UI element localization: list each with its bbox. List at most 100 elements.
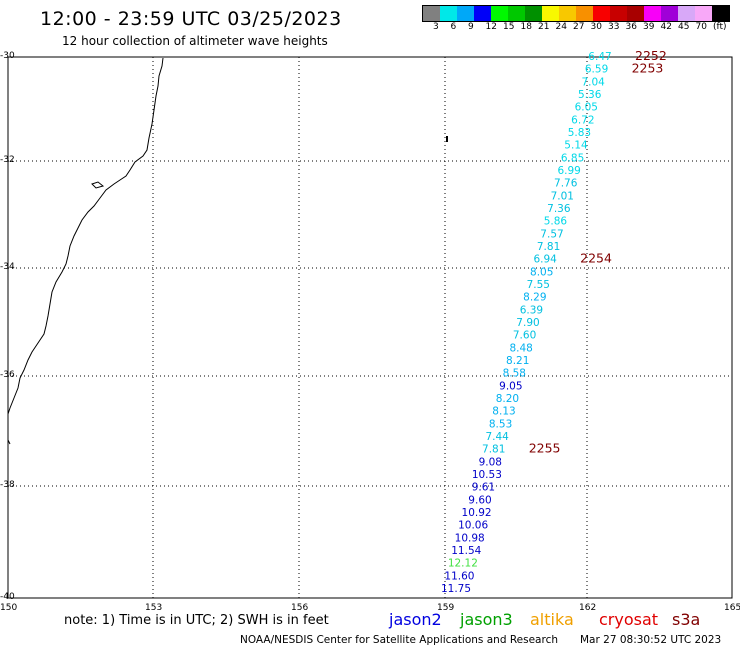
latitude-label: -32 [0,155,15,165]
wave-height-value: 6.05 [575,102,598,114]
legend-tick-label: 42 [660,22,672,32]
wave-height-value: 11.54 [451,545,481,557]
wave-height-value: 7.01 [551,190,574,202]
grid-lines [8,57,732,598]
legend-tick-label: 45 [678,22,690,32]
satellite-legend-item: s3a [672,610,701,629]
legend-tick-label: 39 [643,22,655,32]
legend-swatch [712,6,729,21]
wave-height-value: 9.08 [479,456,502,468]
legend-tick-label: 15 [503,22,515,32]
wave-height-value: 5.36 [578,89,602,101]
color-legend [422,5,730,22]
legend-swatch [644,6,661,21]
wave-height-value: 7.60 [513,330,536,342]
wave-height-value: 11.75 [441,583,471,595]
wave-height-value: 6.94 [533,254,557,266]
legend-tick-label: 33 [608,22,620,32]
wave-height-value: 7.90 [516,317,539,329]
wave-height-value: 9.61 [472,482,495,494]
legend-swatch [491,6,508,21]
wave-height-value: 6.47 [588,51,611,63]
coastline [7,57,164,415]
latitude-label: -36 [0,370,15,380]
satellite-legend-item: jason2 [389,610,442,629]
wave-height-value: 8.21 [506,355,529,367]
legend-swatch [542,6,559,21]
legend-swatch [576,6,593,21]
wave-height-value: 7.44 [485,431,509,443]
latitude-label: -34 [0,262,15,272]
legend-tick-label: 27 [573,22,585,32]
longitude-label: 162 [579,603,597,613]
wave-height-value: 8.05 [530,266,553,278]
legend-swatch [661,6,678,21]
legend-tick-label: 70 [695,22,707,32]
legend-tick-label: 9 [468,22,474,32]
wave-height-value: 7.81 [537,241,560,253]
page-title: 12:00 - 23:59 UTC 03/25/2023 [40,8,342,30]
wave-height-value: 6.59 [585,64,608,76]
legend-tick-label: 6 [450,22,457,32]
wave-height-value: 10.92 [462,507,492,519]
wave-height-value: 9.05 [499,380,522,392]
wave-height-value: 8.48 [509,342,532,354]
track-time-label: 2255 [529,441,561,456]
satellite-legend-item: altika [530,610,574,629]
wave-height-value: 7.57 [540,228,563,240]
wave-height-value: 7.04 [581,76,605,88]
latitude-label: -30 [0,51,15,61]
track-time-label: 2253 [632,61,664,76]
legend-swatch [423,6,440,21]
legend-swatch [440,6,457,21]
wave-height-value: 6.39 [520,304,543,316]
legend-tick-label: 21 [538,22,550,32]
latitude-label: -38 [0,480,15,490]
legend-tick-label: 3 [433,22,439,32]
satellite-legend-item: cryosat [599,610,659,629]
generated-timestamp: Mar 27 08:30:52 UTC 2023 [580,634,722,646]
latitude-label: -40 [0,592,15,602]
wave-height-value: 5.86 [544,216,568,228]
coastline-islet [91,181,105,189]
legend-swatch [610,6,627,21]
measurement-layer: 6.476.597.045.366.056.725.835.146.856.99… [441,51,612,595]
legend-swatch [474,6,491,21]
wave-height-value: 6.72 [571,114,594,126]
wave-height-value: 8.20 [496,393,519,405]
wave-height-value: 7.76 [554,178,578,190]
wave-height-value: 5.83 [568,127,591,139]
wave-height-value: 8.29 [523,292,546,304]
legend-tick-label: (ft) [713,22,727,32]
wave-height-value: 10.53 [472,469,502,481]
longitude-label: 150 [0,603,18,613]
longitude-label: 165 [724,603,740,613]
page-subtitle: 12 hour collection of altimeter wave hei… [62,34,328,48]
wave-height-value: 8.13 [492,406,515,418]
wave-height-value: 10.98 [455,532,485,544]
legend-swatch [593,6,610,21]
wave-height-value: 8.53 [489,418,512,430]
track-time-label: 2254 [580,251,612,266]
longitude-label: 156 [291,603,309,613]
wave-height-value: 8.58 [503,368,526,380]
wave-height-value: 6.85 [561,152,584,164]
longitude-label: 153 [145,603,163,613]
coastline-south [7,439,11,445]
wave-height-value: 11.60 [444,570,474,582]
wave-height-value: 6.99 [557,165,580,177]
legend-swatch [525,6,542,21]
legend-swatch [627,6,644,21]
legend-tick-label: 24 [555,22,567,32]
wave-height-value: 7.36 [547,203,571,215]
legend-swatch [559,6,576,21]
legend-swatch [695,6,712,21]
wave-height-value: 9.60 [468,494,491,506]
wave-height-value: 12.12 [448,558,478,570]
wave-height-value: 10.06 [458,520,488,532]
legend-tick-label: 36 [625,22,637,32]
wave-height-value: 7.55 [527,279,550,291]
satellite-legend-item: jason3 [460,610,513,629]
